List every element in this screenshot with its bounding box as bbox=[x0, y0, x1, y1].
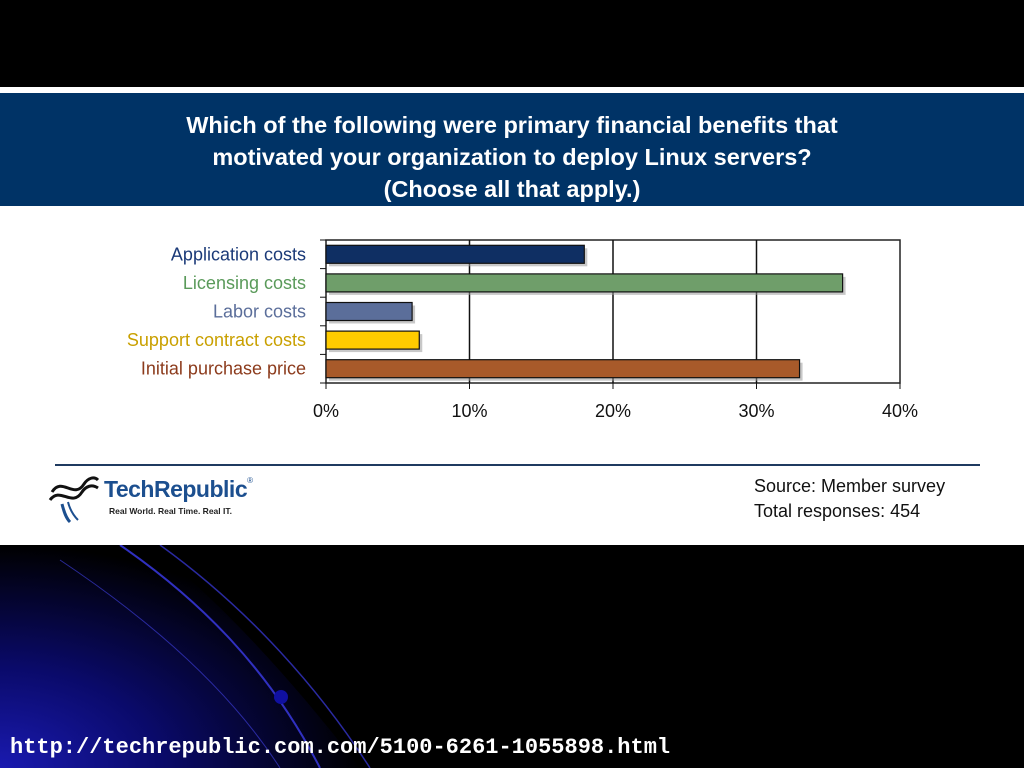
x-tick-label: 40% bbox=[882, 401, 918, 421]
question-line-2: motivated your organization to deploy Li… bbox=[212, 144, 812, 170]
survey-figure: Which of the following were primary fina… bbox=[0, 87, 1024, 545]
source-info: Source: Member survey Total responses: 4… bbox=[754, 474, 945, 524]
category-label: Licensing costs bbox=[183, 273, 306, 293]
category-label: Support contract costs bbox=[127, 330, 306, 350]
techrepublic-swoosh-icon bbox=[48, 476, 100, 524]
x-tick-label: 30% bbox=[738, 401, 774, 421]
logo-word-tech: Tech bbox=[104, 476, 154, 502]
logo-wordmark: TechRepublic® bbox=[104, 476, 253, 503]
bar bbox=[325, 244, 585, 264]
x-tick-label: 20% bbox=[595, 401, 631, 421]
category-label: Application costs bbox=[171, 244, 306, 264]
x-tick-label: 0% bbox=[313, 401, 339, 421]
bar-chart: 0% 10% 20% 30% 40% Application costs Licensing… bbox=[127, 239, 918, 421]
total-responses-text: Total responses: 454 bbox=[754, 501, 921, 521]
logo-registered-mark: ® bbox=[247, 476, 253, 485]
source-url: http://techrepublic.com.com/5100-6261-10… bbox=[10, 735, 671, 760]
bar bbox=[325, 301, 413, 322]
question-line-1: Which of the following were primary fina… bbox=[186, 112, 838, 138]
bar bbox=[325, 359, 801, 379]
logo-word-republic: Republic bbox=[153, 476, 248, 502]
category-label: Labor costs bbox=[213, 302, 306, 322]
bar bbox=[325, 273, 844, 293]
question-banner: Which of the following were primary fina… bbox=[0, 93, 1024, 206]
logo-tagline: Real World. Real Time. Real IT. bbox=[109, 506, 232, 516]
x-tick-label: 10% bbox=[451, 401, 487, 421]
footer-divider bbox=[55, 464, 980, 466]
techrepublic-logo: TechRepublic® Real World. Real Time. Rea… bbox=[48, 470, 288, 526]
category-label: Initial purchase price bbox=[141, 359, 306, 379]
source-text: Source: Member survey bbox=[754, 476, 946, 496]
question-line-3: (Choose all that apply.) bbox=[383, 176, 641, 202]
bar bbox=[325, 330, 420, 350]
